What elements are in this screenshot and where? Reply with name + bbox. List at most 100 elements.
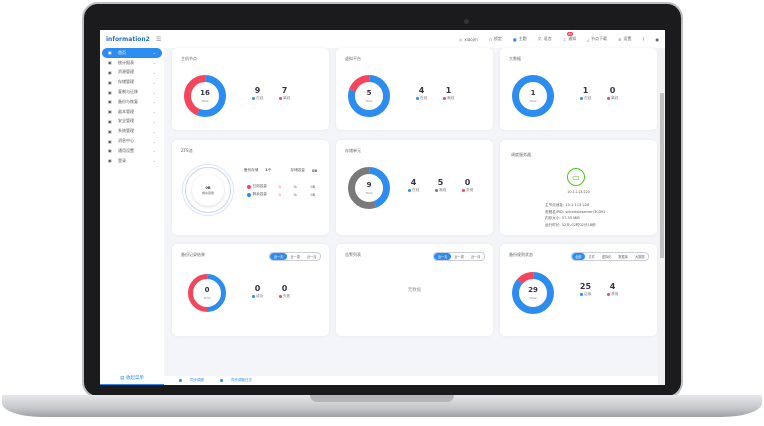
stat-fail-value: 0 — [281, 284, 288, 293]
tab[interactable]: 近一天 — [434, 253, 451, 261]
card-title: 备份规则状态 — [509, 252, 533, 257]
sidebar-item[interactable]: ▣ 资源管理 ⌄ — [102, 68, 162, 78]
sidebar-item[interactable]: ▣ 复制与迁移 ⌄ — [102, 87, 162, 97]
tab[interactable]: 全部 — [571, 253, 585, 261]
donut-total-label: Total — [529, 99, 537, 103]
sidebar-item[interactable]: ▣ 安全管理 ⌄ — [102, 117, 162, 127]
sidebar-item[interactable]: ▣ 备份与恢复 ⌄ — [102, 97, 162, 107]
offline-dot — [606, 96, 610, 100]
gear-icon: ✲ — [618, 36, 622, 42]
donut-segment-offline — [348, 75, 390, 117]
collapse-menu-button[interactable]: ▤ 收起菜单 — [100, 375, 164, 381]
bigdata-stats: 1 在线 0 离线 — [572, 86, 626, 101]
more-button[interactable]: ● — [656, 37, 660, 42]
stat-online-value: 4 — [418, 86, 425, 95]
card-zfs: ZFS池 0B 剩余容量 备份存储 1个 存储容量 0B 已用容量 0% 0B 剩余容量 0%… — [172, 140, 329, 235]
bottom-bar: 同步调度 同步调度日志 — [164, 376, 658, 385]
empty-state: 无数据 — [407, 288, 422, 293]
chevron-down-icon: ⌄ — [152, 138, 156, 144]
settings-button[interactable]: ✲ 设置 — [618, 36, 631, 42]
rules-tabs: 全部 文件 虚拟化 数据库 大数据 — [570, 252, 649, 262]
scheduler-info-line: 运行时长: 52天-02时02分18秒 — [545, 222, 596, 227]
sidebar-item[interactable]: ▣ 消息中心 ⌄ — [102, 136, 162, 146]
status-dot — [179, 378, 182, 382]
more-icon: ● — [655, 36, 660, 42]
sidebar-item[interactable]: ▣ 通用设置 ⌄ — [102, 146, 162, 156]
card-backup-result: 备份记录结果 近一天 近一周 近一月 0 Total 0 成功 0 失败 — [172, 244, 329, 336]
donut-total-label: Total — [365, 191, 373, 195]
legend-dot — [247, 192, 251, 197]
menu-fold-icon[interactable]: ☰ — [155, 35, 162, 43]
lock-button[interactable]: ⊓ 锁定 — [489, 36, 502, 42]
logo-text: information2 — [106, 35, 150, 43]
tab[interactable]: 近一周 — [454, 255, 464, 260]
stat-success-value: 0 — [254, 284, 261, 293]
sidebar-item[interactable]: ▣ 登录 ⌄ — [102, 156, 162, 166]
storage-donut: 9 Total — [348, 167, 390, 209]
stat-label: 离线 — [447, 96, 455, 100]
bottom-link[interactable]: 同步调度日志 — [220, 378, 260, 383]
card-title: 大数据 — [509, 56, 521, 61]
sidebar-item-label: 登录 — [118, 157, 126, 163]
backup-storage-value: 1个 — [265, 168, 272, 172]
tab[interactable]: 近一天 — [270, 253, 287, 261]
stat-label: 离线 — [611, 96, 619, 100]
tab[interactable]: 文件 — [588, 255, 595, 260]
legend-unit: % — [293, 192, 297, 197]
tab[interactable]: 近一周 — [290, 255, 300, 260]
legend-unit: % — [293, 184, 297, 189]
donut-total: 1 — [530, 89, 536, 97]
legend-percent: 0 — [278, 184, 281, 189]
tab[interactable]: 大数据 — [634, 255, 645, 260]
legend-size: 0B — [310, 192, 316, 197]
stat-offline-value: 1 — [445, 86, 452, 95]
card-title: 虚拟平台 — [345, 56, 361, 61]
donut-chart — [348, 167, 390, 209]
chevron-down-icon: ⌄ — [152, 158, 156, 164]
home-icon: ▣ — [108, 50, 112, 56]
online-dot — [407, 188, 411, 192]
tab[interactable]: 数据库 — [618, 255, 628, 260]
donut-segment-online — [512, 75, 554, 117]
donut-chart — [188, 274, 226, 312]
donut-total: 9 — [366, 181, 372, 189]
language-button[interactable]: 文语言 — [538, 36, 552, 42]
sidebar-item-label: 备份与恢复 — [118, 98, 138, 104]
notify-button[interactable]: ♫ 21 通知 — [563, 32, 576, 42]
sidebar-item[interactable]: ▣ 首页 ⌄ — [102, 48, 162, 58]
donut-total-label: Total — [203, 296, 211, 300]
tab[interactable]: 近一月 — [470, 255, 481, 260]
theme-button[interactable]: ■ 主题 — [513, 36, 527, 42]
help-button[interactable]: ? — [642, 37, 644, 42]
scheduler-info-line: 进程名/PID: scheduleserver/30391 — [545, 209, 606, 214]
scrollbar[interactable] — [658, 48, 665, 385]
sidebar-item[interactable]: ▣ 存储管理 ⌄ — [102, 77, 162, 87]
card-title: 告警列表 — [345, 252, 361, 257]
storage-stats: 4 在线 5 离线 0 异常 — [400, 178, 481, 193]
stat-error-value: 0 — [464, 178, 471, 187]
success-dot — [251, 294, 255, 298]
sidebar-item[interactable]: ▣ 副本管理 ⌄ — [102, 107, 162, 117]
card-title: 主机节点 — [181, 56, 197, 61]
theme-icon: ■ — [512, 36, 517, 42]
legend-dot — [247, 184, 251, 189]
sidebar-item[interactable]: ▣ 系统管理 ⌄ — [102, 126, 162, 136]
chevron-down-icon: ⌄ — [152, 109, 156, 115]
divider — [100, 383, 164, 385]
laptop-notch — [310, 395, 454, 402]
donut-total-label: Total — [365, 99, 373, 103]
user-menu[interactable]: ◎ xiaojm — [459, 37, 478, 42]
sidebar-item-label: 消息中心 — [118, 138, 134, 144]
hosts-stats: 9 在线 7 离线 — [244, 86, 298, 101]
donut-total: 0 — [204, 286, 210, 294]
stat-offline-value: 5 — [437, 178, 444, 187]
bottom-link[interactable]: 同步调度 — [179, 378, 212, 383]
download-button[interactable]: ⤓ 节点下载 — [587, 36, 607, 42]
copy-icon: ▣ — [108, 89, 112, 95]
donut-total-label: Total — [201, 99, 209, 103]
bottom-link-label: 同步调度 — [190, 378, 204, 382]
tab[interactable]: 近一月 — [306, 255, 317, 260]
tab[interactable]: 虚拟化 — [601, 255, 612, 260]
sidebar-item[interactable]: ▣ 统计报表 ⌄ — [102, 58, 162, 68]
scrollbar-thumb[interactable] — [659, 93, 664, 258]
